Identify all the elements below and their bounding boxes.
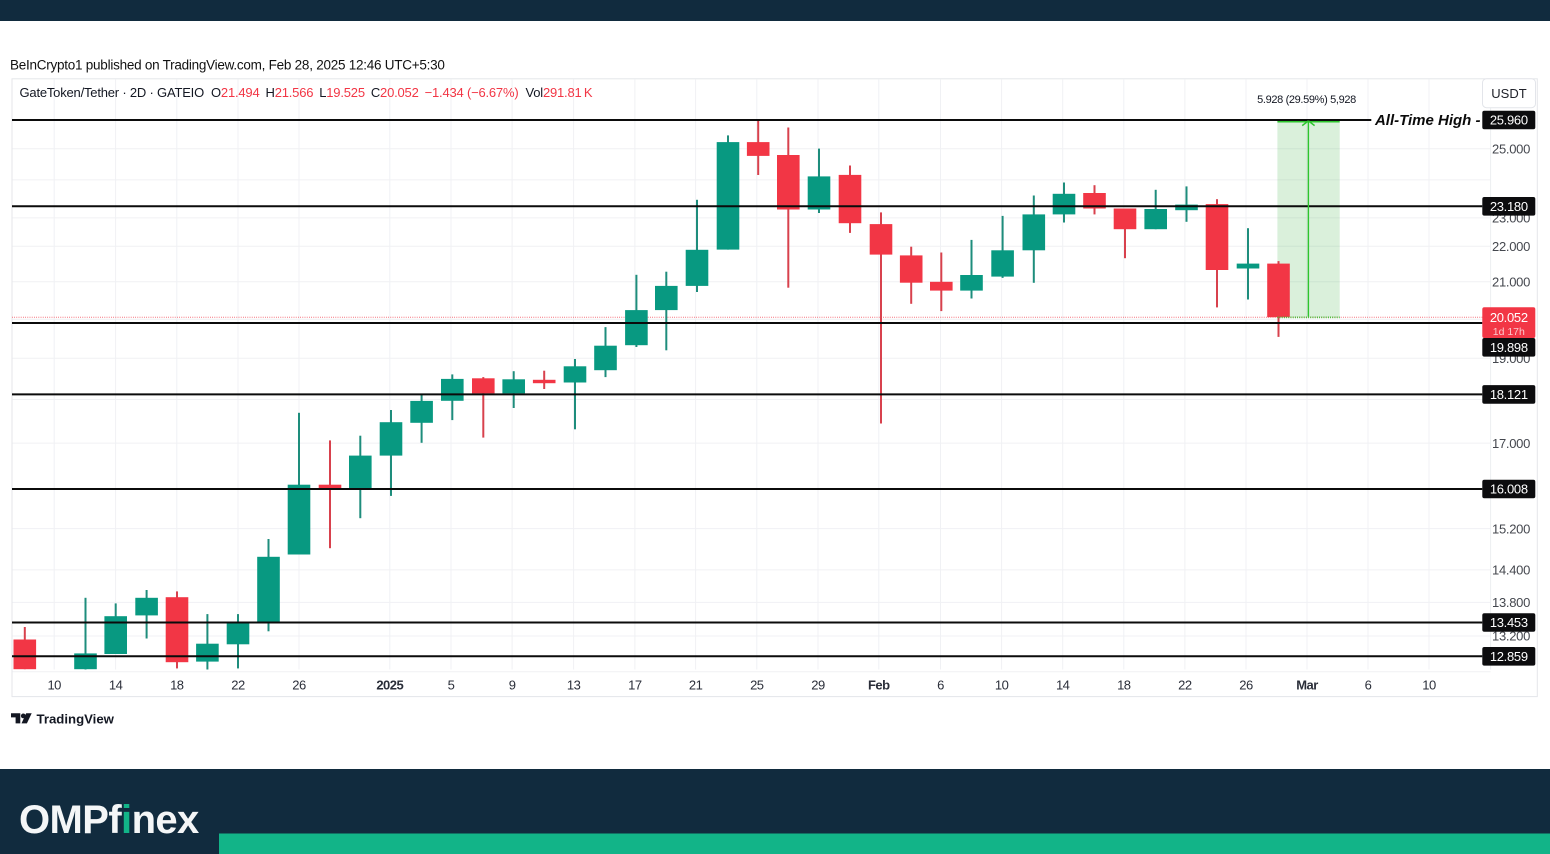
svg-text:21: 21 xyxy=(689,677,703,692)
svg-text:14.400: 14.400 xyxy=(1492,563,1530,578)
svg-text:26: 26 xyxy=(292,677,306,692)
svg-text:13.800: 13.800 xyxy=(1492,595,1530,610)
svg-text:17: 17 xyxy=(628,677,642,692)
svg-text:All-Time High -: All-Time High - xyxy=(1374,112,1481,129)
svg-text:18: 18 xyxy=(170,677,184,692)
svg-text:6: 6 xyxy=(1365,677,1372,692)
svg-text:20.052: 20.052 xyxy=(1490,310,1528,325)
svg-text:14: 14 xyxy=(109,677,123,692)
svg-text:23.180: 23.180 xyxy=(1490,199,1528,214)
svg-text:22: 22 xyxy=(1178,677,1192,692)
svg-text:13: 13 xyxy=(567,677,581,692)
svg-text:26: 26 xyxy=(1239,677,1253,692)
svg-text:17.000: 17.000 xyxy=(1492,436,1530,451)
svg-text:29: 29 xyxy=(811,677,825,692)
svg-text:21.000: 21.000 xyxy=(1492,275,1530,290)
svg-text:22: 22 xyxy=(231,677,245,692)
svg-text:13.200: 13.200 xyxy=(1492,629,1530,644)
svg-text:2025: 2025 xyxy=(376,677,403,692)
svg-text:13.453: 13.453 xyxy=(1490,615,1528,630)
svg-text:10: 10 xyxy=(47,677,61,692)
svg-text:GateToken/Tether · 2D · GATEIO: GateToken/Tether · 2D · GATEIO O21.494 H21… xyxy=(20,85,593,100)
svg-text:9: 9 xyxy=(509,677,516,692)
svg-text:USDT: USDT xyxy=(1491,86,1526,101)
svg-text:25.000: 25.000 xyxy=(1492,141,1530,156)
svg-text:BeInCrypto1 published on Tradi: BeInCrypto1 published on TradingView.com… xyxy=(10,58,445,73)
svg-text:18: 18 xyxy=(1117,677,1131,692)
svg-text:1d 17h: 1d 17h xyxy=(1493,326,1525,338)
svg-text:Mar: Mar xyxy=(1296,677,1318,692)
svg-text:5.928 (29.59%) 5,928: 5.928 (29.59%) 5,928 xyxy=(1257,94,1356,106)
svg-text:14: 14 xyxy=(1056,677,1070,692)
svg-text:Feb: Feb xyxy=(868,677,890,692)
svg-text:OMPfinex: OMPfinex xyxy=(19,798,199,842)
svg-text:10: 10 xyxy=(1422,677,1436,692)
svg-text:16.008: 16.008 xyxy=(1490,482,1528,497)
svg-text:5: 5 xyxy=(448,677,455,692)
svg-text:22.000: 22.000 xyxy=(1492,239,1530,254)
svg-text:25: 25 xyxy=(750,677,764,692)
svg-text:25.960: 25.960 xyxy=(1490,113,1528,128)
svg-text:12.859: 12.859 xyxy=(1490,649,1528,664)
svg-text:10: 10 xyxy=(995,677,1009,692)
svg-text:TradingView: TradingView xyxy=(37,712,115,727)
svg-text:19.898: 19.898 xyxy=(1490,340,1528,355)
svg-text:18.121: 18.121 xyxy=(1490,387,1528,402)
svg-text:15.200: 15.200 xyxy=(1492,521,1530,536)
svg-text:6: 6 xyxy=(937,677,944,692)
